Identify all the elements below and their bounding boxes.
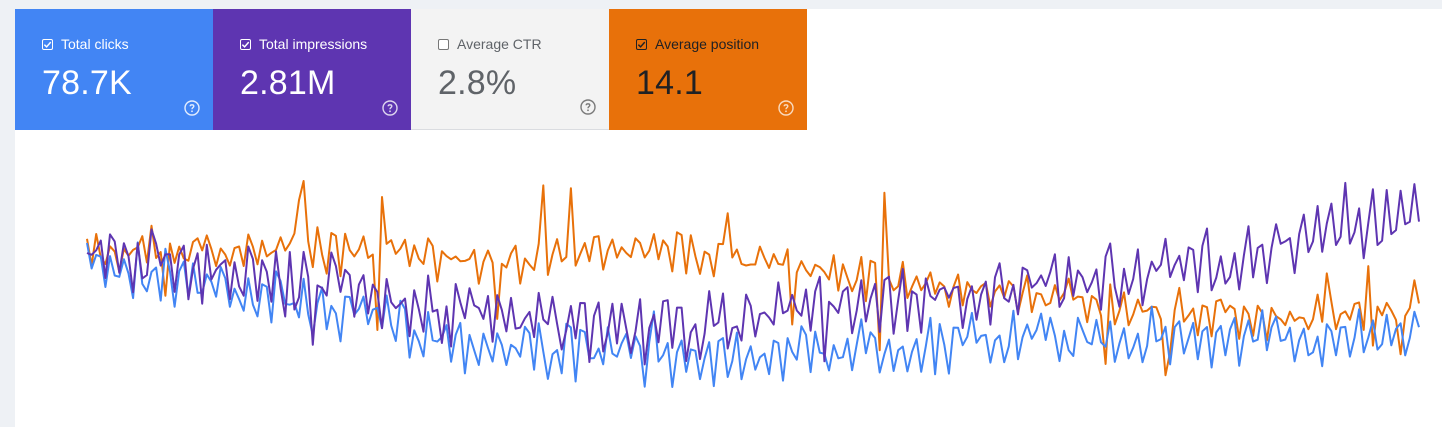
metric-label: Total clicks — [61, 36, 129, 52]
series-line-total-clicks — [86, 241, 1420, 388]
performance-panel: Total clicks 78.7K Total impressions 2.8… — [15, 9, 1442, 427]
metric-card-header: Average position — [636, 36, 759, 52]
series-line-average-position — [86, 180, 1420, 377]
metric-card-total-clicks[interactable]: Total clicks 78.7K — [15, 9, 213, 130]
metric-label: Average position — [655, 36, 760, 52]
metric-value: 14.1 — [636, 64, 703, 102]
checkbox-checked-icon[interactable] — [42, 38, 53, 50]
metric-card-header: Average CTR — [438, 36, 542, 52]
help-icon[interactable] — [778, 100, 794, 116]
metric-card-average-position[interactable]: Average position 14.1 — [609, 9, 807, 130]
metric-value: 2.8% — [438, 64, 517, 102]
checkbox-checked-icon[interactable] — [240, 38, 251, 50]
help-icon[interactable] — [580, 99, 596, 115]
metric-card-header: Total clicks — [42, 36, 129, 52]
metric-card-header: Total impressions — [240, 36, 367, 52]
metric-value: 78.7K — [42, 64, 132, 102]
help-icon[interactable] — [382, 100, 398, 116]
checkbox-unchecked-icon[interactable] — [438, 38, 449, 50]
metric-label: Total impressions — [259, 36, 368, 52]
metric-cards: Total clicks 78.7K Total impressions 2.8… — [15, 9, 807, 130]
performance-line-chart[interactable] — [15, 130, 1442, 427]
series-line-total-impressions — [86, 181, 1420, 366]
metric-value: 2.81M — [240, 64, 336, 102]
metric-card-average-ctr[interactable]: Average CTR 2.8% — [411, 9, 609, 130]
metric-label: Average CTR — [457, 36, 542, 52]
checkbox-checked-icon[interactable] — [636, 38, 647, 50]
metric-card-total-impressions[interactable]: Total impressions 2.81M — [213, 9, 411, 130]
help-icon[interactable] — [184, 100, 200, 116]
